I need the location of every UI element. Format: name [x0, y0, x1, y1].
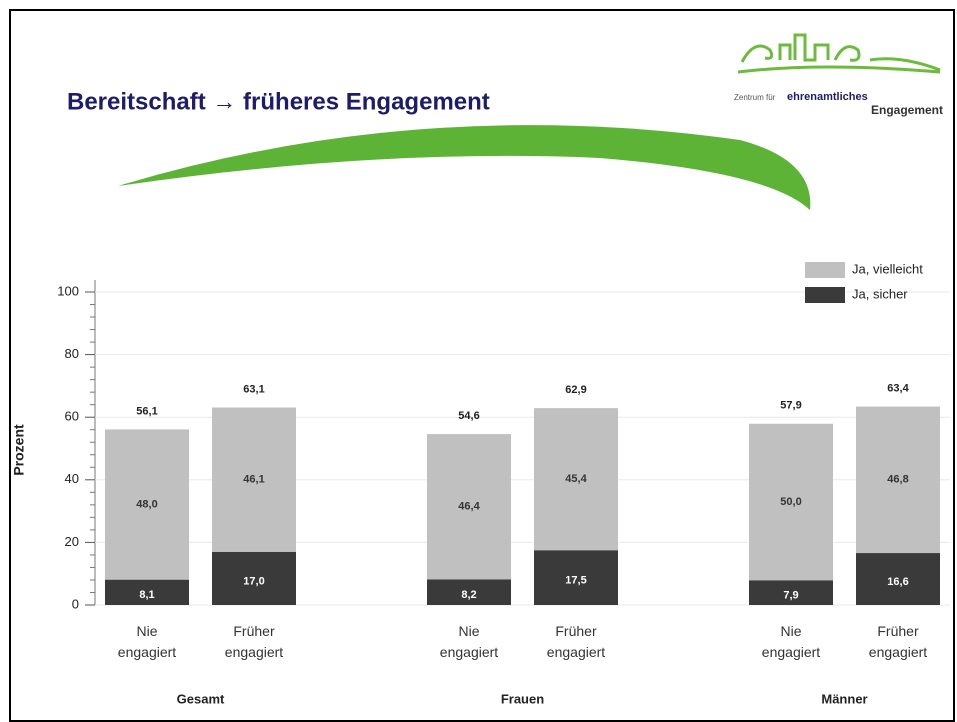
bar-segment — [534, 408, 618, 551]
group-label: Frauen — [501, 691, 544, 706]
legend-swatch — [805, 287, 845, 303]
bar-segment — [427, 434, 511, 580]
value-label: 46,8 — [887, 474, 908, 486]
x-tick-label: Früher engagiert — [869, 623, 927, 660]
total-label: 62,9 — [565, 384, 586, 396]
bar-segment — [749, 580, 833, 605]
bar-segment — [212, 407, 296, 552]
value-label: 16,6 — [887, 576, 908, 588]
total-label: 63,1 — [243, 383, 264, 395]
value-label: 7,9 — [783, 590, 798, 602]
y-tick-label: 80 — [65, 346, 79, 361]
chart-title: Bereitschaft → früheres Engagement — [67, 88, 490, 115]
x-tick-line: engagiert — [869, 644, 927, 660]
x-tick-line: engagiert — [225, 644, 283, 660]
swoosh — [118, 125, 811, 210]
x-tick-line: engagiert — [762, 644, 820, 660]
group-label: Männer — [821, 691, 867, 706]
bar-segment — [105, 579, 189, 605]
bar-segment — [105, 429, 189, 580]
x-tick-label: Früher engagiert — [547, 623, 605, 660]
x-tick-label: Nie engagiert — [440, 623, 498, 660]
x-tick-label: Nie engagiert — [118, 623, 176, 660]
y-tick-label: 60 — [65, 409, 79, 424]
y-tick-label: 0 — [72, 596, 79, 611]
x-tick-line: Nie — [780, 623, 801, 639]
x-tick-line: Nie — [136, 623, 157, 639]
group-label: Gesamt — [177, 691, 225, 706]
logo-line — [737, 65, 941, 74]
slide-border — [9, 9, 955, 722]
bar-segment — [427, 579, 511, 605]
x-tick-line: Früher — [233, 623, 275, 639]
bar-segment — [212, 551, 296, 605]
total-label: 56,1 — [136, 405, 157, 417]
value-label: 48,0 — [136, 498, 157, 510]
legend-label: Ja, vielleicht — [852, 261, 923, 276]
x-tick-line: engagiert — [440, 644, 498, 660]
total-label: 57,9 — [780, 400, 801, 412]
x-tick-label: Früher engagiert — [225, 623, 283, 660]
bar-segment — [749, 423, 833, 581]
x-tick-line: Früher — [555, 623, 597, 639]
y-axis-label: Prozent — [11, 424, 27, 476]
value-label: 46,4 — [458, 501, 480, 513]
legend-label: Ja, sicher — [852, 286, 908, 301]
value-label: 17,5 — [565, 575, 586, 587]
y-tick-label: 100 — [57, 283, 79, 298]
x-tick-line: engagiert — [118, 644, 176, 660]
value-label: 45,4 — [565, 473, 587, 485]
logo-text: Engagement — [871, 103, 943, 117]
y-tick-label: 40 — [65, 471, 79, 486]
total-label: 54,6 — [458, 410, 479, 422]
value-label: 17,0 — [243, 575, 264, 587]
logo-text: ehrenamtliches — [787, 91, 868, 103]
x-tick-line: Nie — [458, 623, 479, 639]
x-tick-line: engagiert — [547, 644, 605, 660]
bar-segment — [856, 553, 940, 605]
x-tick-line: Früher — [877, 623, 919, 639]
value-label: 8,1 — [139, 589, 154, 601]
total-label: 63,4 — [887, 382, 909, 394]
value-label: 50,0 — [780, 496, 801, 508]
bar-segment — [534, 550, 618, 605]
legend-swatch — [805, 262, 845, 278]
value-label: 8,2 — [461, 589, 476, 601]
x-tick-label: Nie engagiert — [762, 623, 820, 660]
logo-mark — [740, 33, 941, 72]
bar-segment — [856, 406, 940, 554]
logo-text: Zentrum für — [734, 93, 776, 102]
value-label: 46,1 — [243, 474, 264, 486]
y-tick-label: 20 — [65, 534, 79, 549]
